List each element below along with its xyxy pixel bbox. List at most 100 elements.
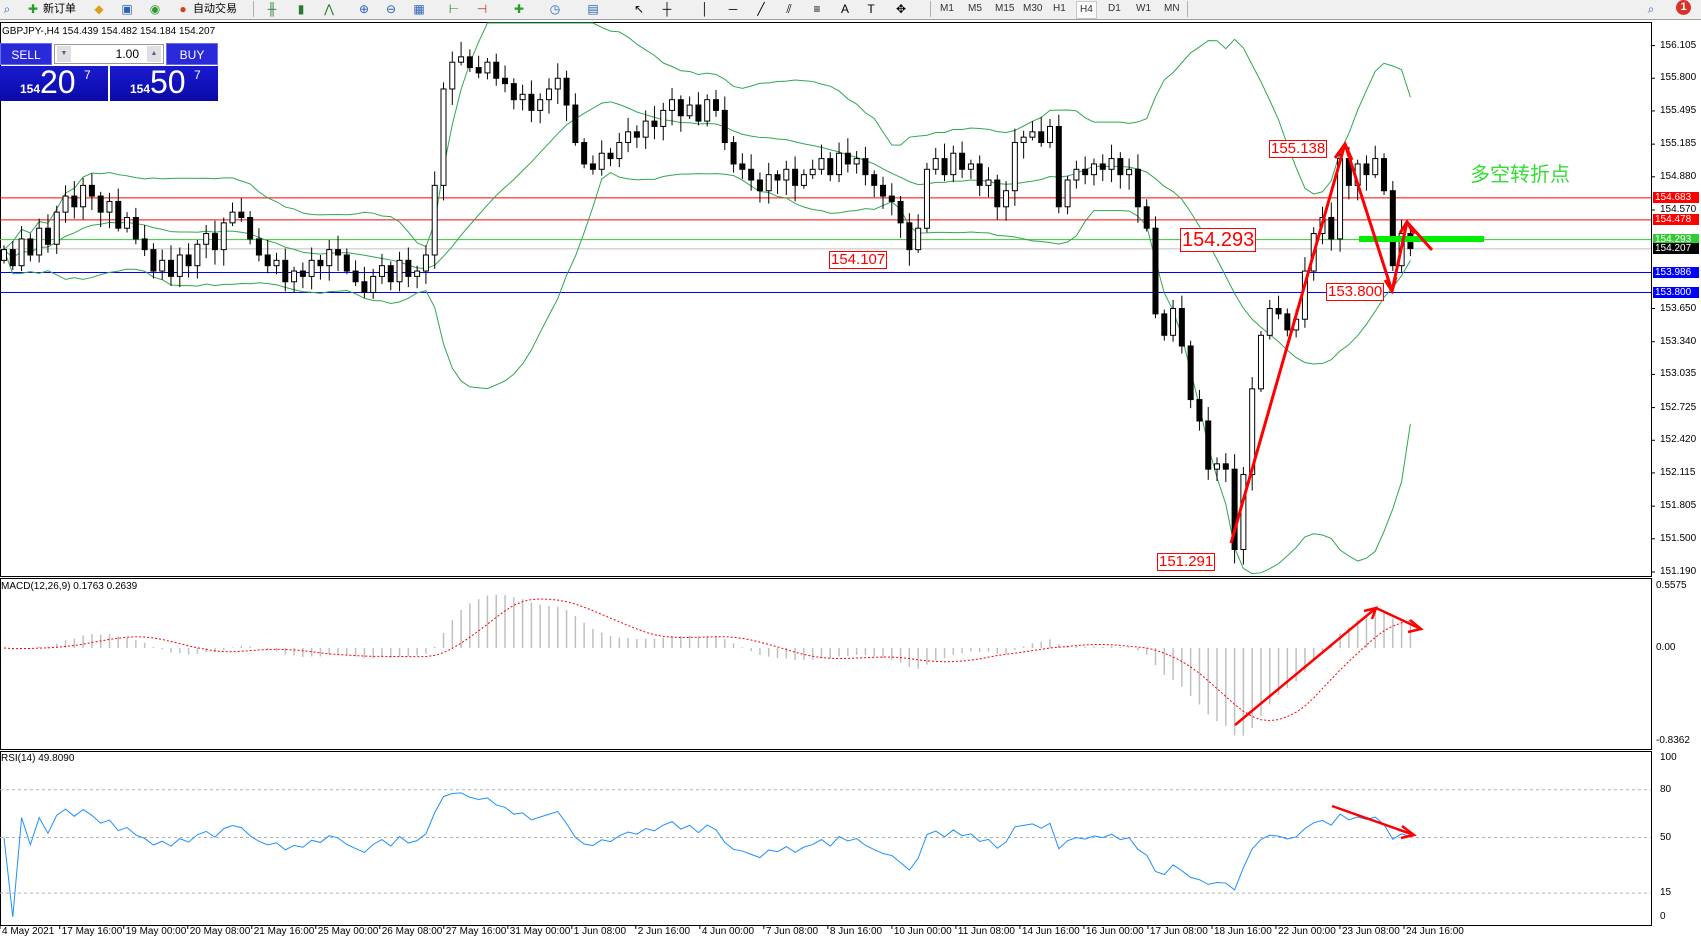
text-icon[interactable]: A: [840, 2, 849, 16]
sell-price[interactable]: 154 20 7: [0, 64, 108, 101]
sell-button[interactable]: SELL: [0, 43, 52, 65]
candle-bullish: [853, 158, 860, 165]
buy-button[interactable]: BUY: [166, 43, 218, 65]
time-axis-label: 24 Jun 16:00: [1405, 926, 1464, 937]
time-axis-label: 31 May 00:00: [509, 926, 571, 937]
bar-chart-icon[interactable]: ╫: [267, 2, 277, 16]
chart-header: GBPJPY-,H4 154.439 154.482 154.184 154.2…: [2, 26, 216, 37]
cursor-icon[interactable]: ↖: [633, 2, 645, 16]
candle-bearish: [132, 216, 139, 240]
candle-bearish: [44, 227, 51, 245]
buy-price[interactable]: 154 50 7: [110, 64, 218, 101]
search-icon[interactable]: ⌕: [1647, 2, 1655, 16]
timeframe-h4[interactable]: H4: [1076, 1, 1097, 19]
search-icon[interactable]: ⌕: [3, 2, 11, 16]
lot-increase-button[interactable]: ▲: [147, 46, 161, 62]
price-axis-label: 154.880: [1660, 170, 1697, 182]
price-axis-label: 154.570: [1660, 203, 1697, 215]
new-order-button[interactable]: 新订单: [43, 3, 76, 15]
price-axis-label: 155.495: [1660, 104, 1697, 116]
line-chart-icon[interactable]: ⋀: [324, 2, 334, 16]
text-label-icon[interactable]: T: [867, 2, 875, 16]
new-order-icon: ✚: [27, 2, 39, 16]
candle-bearish: [1275, 308, 1282, 315]
notification-badge[interactable]: 1: [1676, 0, 1691, 15]
macd-label: MACD(12,26,9) 0.1763 0.2639: [1, 581, 138, 592]
annotation-low2[interactable]: 153.800: [1326, 283, 1385, 301]
fibonacci-icon[interactable]: ≡: [813, 2, 821, 16]
periods-icon[interactable]: ◷: [549, 2, 561, 16]
candle-bearish: [247, 216, 254, 240]
candle-bearish: [466, 56, 473, 69]
candle-bearish: [335, 249, 342, 256]
timeframe-d1[interactable]: D1: [1108, 3, 1121, 14]
candle-bearish: [1099, 163, 1106, 170]
annotation-low[interactable]: 151.291: [1157, 553, 1216, 571]
candlestick-icon[interactable]: ▮: [297, 2, 305, 16]
zoom-in-icon[interactable]: ⊕: [358, 2, 370, 16]
lot-decrease-button[interactable]: ▼: [57, 46, 71, 62]
price-axis-label: 152.115: [1660, 466, 1696, 478]
candle-bearish: [1152, 227, 1159, 315]
timeframe-mn[interactable]: MN: [1164, 3, 1180, 14]
timeframe-h1[interactable]: H1: [1053, 3, 1066, 14]
timeframe-w1[interactable]: W1: [1136, 3, 1151, 14]
candle-bullish: [1170, 308, 1177, 336]
macd-signal-line: [3, 598, 1411, 722]
lot-size-input[interactable]: ▼ 1.00 ▲: [54, 44, 164, 64]
main-chart-frame: [0, 22, 1652, 577]
channel-icon[interactable]: ⫽: [786, 2, 792, 16]
annotation-high[interactable]: 155.138: [1269, 140, 1328, 158]
candle-bullish: [783, 168, 790, 181]
candle-bullish: [194, 243, 201, 267]
chart-shift-icon[interactable]: ⊣: [476, 2, 488, 16]
vertical-line-icon[interactable]: │: [701, 2, 709, 16]
candle-bearish: [1231, 468, 1238, 551]
candle-bearish: [27, 238, 34, 256]
candle-bearish: [115, 200, 122, 229]
candle-bearish: [88, 184, 95, 197]
templates-icon[interactable]: ▤: [587, 2, 599, 16]
buy-price-big-figure: 154: [130, 82, 151, 96]
timeframe-m1[interactable]: M1: [940, 3, 954, 14]
candle-bullish: [765, 174, 772, 192]
tile-windows-icon[interactable]: ▦: [413, 2, 425, 16]
annotation-note[interactable]: 多空转折点: [1470, 164, 1570, 186]
indicators-icon[interactable]: ✚: [513, 2, 525, 16]
candle-bullish: [159, 259, 166, 272]
timeframe-m15[interactable]: M15: [995, 3, 1015, 14]
auto-trading-button[interactable]: 自动交易: [193, 3, 237, 15]
price-axis-label: 155.800: [1660, 72, 1697, 84]
annotation-pivot[interactable]: 154.293: [1180, 228, 1257, 252]
candle-bearish: [563, 77, 570, 106]
auto-scroll-icon[interactable]: ⊢: [448, 2, 460, 16]
signals-icon[interactable]: ◉: [149, 2, 161, 16]
crosshair-icon[interactable]: ┼: [662, 2, 672, 16]
market-watch-icon[interactable]: ◆: [94, 2, 104, 16]
zoom-out-icon[interactable]: ⊖: [385, 2, 397, 16]
candle-bullish: [1126, 168, 1133, 176]
time-axis-label: 4 May 2021: [2, 926, 55, 937]
price-level-box: 154.478: [1653, 214, 1699, 226]
navigator-icon[interactable]: ▣: [121, 2, 133, 16]
buy-price-pips: 50: [150, 64, 186, 100]
candle-bearish: [211, 233, 218, 251]
timeframe-m30[interactable]: M30: [1023, 3, 1043, 14]
horizontal-line-icon[interactable]: ─: [728, 2, 738, 16]
timeframe-m5[interactable]: M5: [968, 3, 982, 14]
candle-bearish: [238, 211, 245, 218]
candle-bullish: [545, 88, 552, 101]
candle-bullish: [1214, 463, 1221, 470]
arrows-icon[interactable]: ✥: [895, 2, 907, 16]
time-axis-label: 8 Jun 16:00: [829, 926, 883, 937]
trendline-icon[interactable]: ╱: [757, 2, 765, 16]
candle-bearish: [510, 83, 517, 101]
candle-bearish: [141, 238, 148, 251]
annotation-support[interactable]: 154.107: [829, 251, 888, 269]
candle-bearish: [282, 259, 289, 283]
candle-bullish: [396, 259, 403, 283]
time-axis-label: 26 May 08:00: [381, 926, 443, 937]
candle-bullish: [915, 227, 922, 251]
candle-bearish: [1381, 158, 1388, 192]
